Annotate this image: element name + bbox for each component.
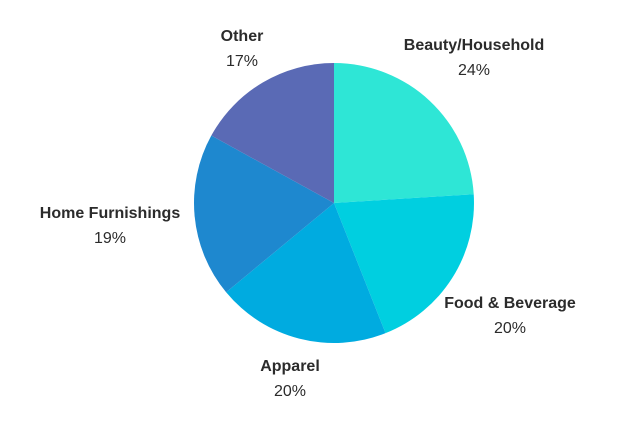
pie-slice-food-beverage [334,194,474,334]
pie-labels: Beauty/Household 24% Food & Beverage 20% App… [40,28,576,400]
slice-value-apparel: 20% [274,383,306,400]
slice-value-beauty-household: 24% [458,62,490,79]
slice-label-other: Other [221,28,264,45]
pie-slice-other [211,62,334,203]
slice-value-food-beverage: 20% [494,320,526,337]
slice-value-other: 17% [226,53,258,70]
pie-slice-beauty-household [334,63,474,203]
pie-slices [194,62,474,344]
pie-slice-home-furnishings [194,135,334,293]
slice-label-apparel: Apparel [260,358,320,375]
pie-slice-apparel [226,203,386,344]
slice-value-home-furnishings: 19% [94,230,126,247]
slice-label-home-furnishings: Home Furnishings [40,205,181,222]
slice-label-food-beverage: Food & Beverage [444,295,576,312]
slice-label-beauty-household: Beauty/Household [404,37,544,54]
